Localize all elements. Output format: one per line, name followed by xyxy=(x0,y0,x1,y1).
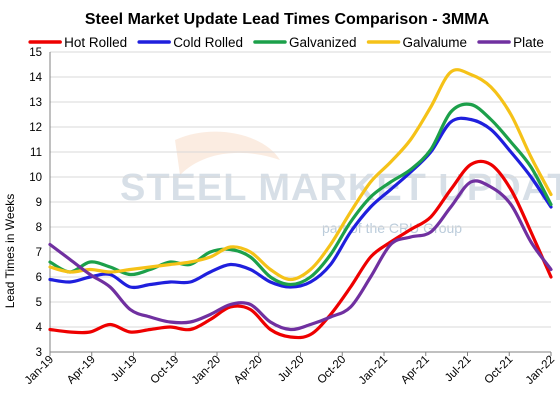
legend-label-hot-rolled: Hot Rolled xyxy=(64,35,127,50)
x-tick-label: Jan-22 xyxy=(524,354,557,387)
series-line-hot-rolled xyxy=(48,159,553,340)
x-tick-label: Oct-19 xyxy=(148,354,181,387)
series-line-cold-rolled xyxy=(48,116,553,290)
y-tick-label: 8 xyxy=(36,222,42,234)
y-tick-labels: 3 4 5 6 7 8 9 10 11 12 13 14 15 xyxy=(29,47,42,359)
y-tick-label: 10 xyxy=(29,172,42,184)
y-axis-label: Lead Times in Weeks xyxy=(3,194,17,309)
x-tick-label: Apr-19 xyxy=(65,354,98,387)
x-tick-label: Jul-19 xyxy=(109,354,140,385)
y-tick-label: 14 xyxy=(29,72,42,84)
x-tick-label: Jan-20 xyxy=(190,354,223,387)
y-tick-label: 3 xyxy=(36,347,42,359)
y-tick-label: 13 xyxy=(29,97,42,109)
legend-label-galvalume: Galvalume xyxy=(403,35,468,50)
y-tick-label: 6 xyxy=(36,272,42,284)
series-line-plate xyxy=(48,179,553,332)
chart-title: Steel Market Update Lead Times Compariso… xyxy=(85,11,490,28)
y-tick-label: 15 xyxy=(29,47,42,59)
x-tick-label: Oct-21 xyxy=(482,354,515,387)
y-tick-label: 9 xyxy=(36,197,42,209)
series-line-galvanized xyxy=(48,102,553,287)
legend: Hot Rolled Cold Rolled Galvanized Galvalume… xyxy=(28,35,544,50)
watermark-swoosh-icon xyxy=(175,131,280,175)
x-tick-label: Oct-20 xyxy=(315,354,348,387)
legend-label-cold-rolled: Cold Rolled xyxy=(173,35,243,50)
x-tick-label: Apr-20 xyxy=(232,354,265,387)
watermark: STEEL MARKET UPDATE part of the CRU Grou… xyxy=(120,131,560,236)
x-tick-labels: Jan-19 Apr-19 Jul-19 Oct-19 Jan-20 Apr-20 Jul-… xyxy=(23,354,557,387)
y-tick-label: 12 xyxy=(29,122,42,134)
y-tick-label: 5 xyxy=(36,297,42,309)
x-tick-label: Jul-20 xyxy=(276,354,307,385)
y-tick-label: 4 xyxy=(36,322,43,334)
x-tick-label: Apr-21 xyxy=(399,354,432,387)
legend-label-plate: Plate xyxy=(513,35,544,50)
legend-label-galvanized: Galvanized xyxy=(289,35,357,50)
y-tick-label: 11 xyxy=(30,147,42,159)
x-tick-label: Jan-21 xyxy=(357,354,390,387)
series-line-galvalume xyxy=(48,68,553,282)
series-lines xyxy=(48,68,553,340)
axes xyxy=(49,52,552,356)
gridlines xyxy=(50,51,551,353)
x-tick-label: Jul-21 xyxy=(443,354,474,385)
y-tick-label: 7 xyxy=(36,247,42,259)
